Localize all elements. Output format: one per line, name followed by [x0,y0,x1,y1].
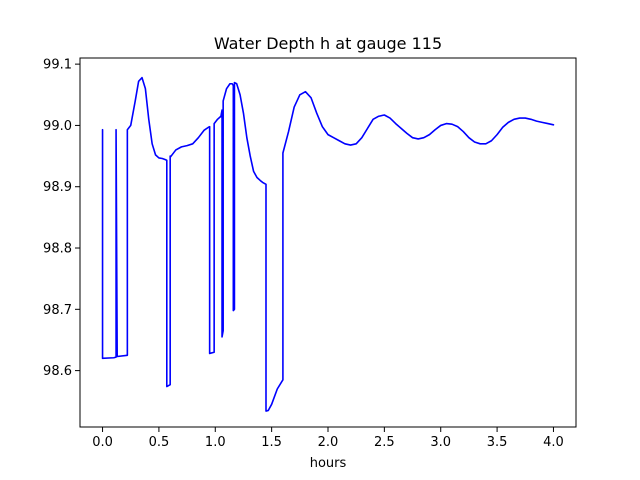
chart-title: Water Depth h at gauge 115 [214,34,442,53]
axes-frame [79,57,577,428]
x-tick-label: 2.0 [318,435,339,450]
y-tick-label: 98.6 [43,364,72,379]
y-tick-label: 99.0 [43,119,72,134]
x-axis-title: hours [310,456,347,471]
series-line-0 [101,76,555,412]
y-axis: 98.6 98.7 98.8 98.9 99.0 99.1 [43,58,80,379]
y-tick-label: 98.8 [43,242,72,257]
x-axis: 0.0 0.5 1.0 1.5 2.0 2.5 3.0 3.5 4.0 [92,427,564,450]
x-tick-label: 4.0 [543,435,564,450]
x-tick-label: 2.5 [374,435,395,450]
x-tick-label: 1.5 [261,435,282,450]
x-tick-label: 0.5 [149,435,170,450]
x-tick-label: 3.0 [430,435,451,450]
x-tick-label: 3.5 [487,435,508,450]
y-tick-label: 98.7 [43,303,72,318]
x-tick-label: 1.0 [205,435,226,450]
plot-area [101,76,555,412]
x-tick-label: 0.0 [92,435,113,450]
y-tick-label: 98.9 [43,180,72,195]
y-tick-label: 99.1 [43,58,72,73]
